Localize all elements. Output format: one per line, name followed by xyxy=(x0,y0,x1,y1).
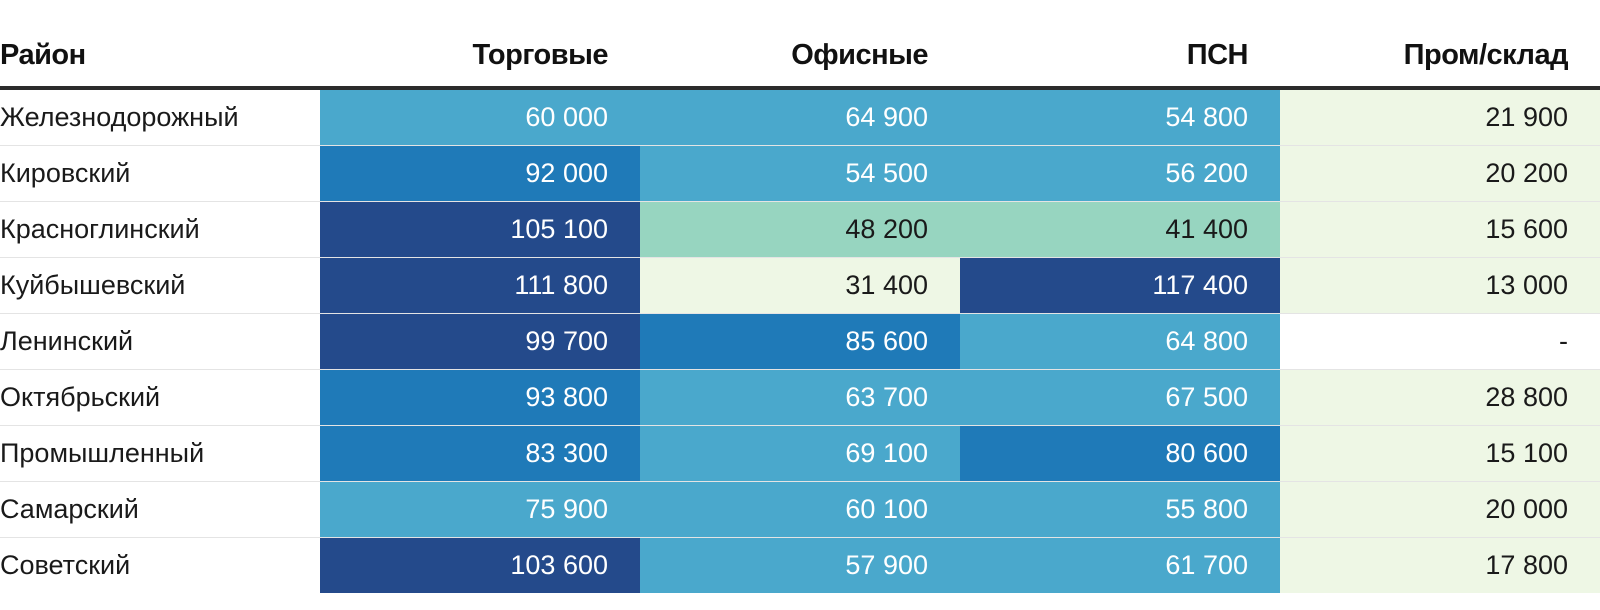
table-row: Куйбышевский 111 800 31 400 117 400 13 0… xyxy=(0,257,1600,314)
table-row: Октябрьский 93 800 63 700 67 500 28 800 xyxy=(0,369,1600,426)
district-name: Кировский xyxy=(0,145,320,202)
table-row: Ленинский 99 700 85 600 64 800 - xyxy=(0,313,1600,370)
table-row: Кировский 92 000 54 500 56 200 20 200 xyxy=(0,145,1600,202)
header-psn: ПСН xyxy=(960,24,1280,90)
table-row: Железнодорожный 60 000 64 900 54 800 21 … xyxy=(0,88,1600,146)
heatmap-cell: 57 900 xyxy=(640,537,960,593)
heatmap-cell: 111 800 xyxy=(320,257,640,314)
district-name: Промышленный xyxy=(0,425,320,482)
heatmap-cell: 93 800 xyxy=(320,369,640,426)
heatmap-cell: 92 000 xyxy=(320,145,640,202)
table-row: Самарский 75 900 60 100 55 800 20 000 xyxy=(0,481,1600,538)
heatmap-cell: 105 100 xyxy=(320,201,640,258)
heatmap-cell: 15 600 xyxy=(1280,201,1600,258)
heatmap-cell: 15 100 xyxy=(1280,425,1600,482)
district-name: Октябрьский xyxy=(0,369,320,426)
heatmap-cell: 75 900 xyxy=(320,481,640,538)
district-name: Железнодорожный xyxy=(0,88,320,146)
heatmap-cell: 48 200 xyxy=(640,201,960,258)
heatmap-cell: 60 000 xyxy=(320,88,640,146)
district-name: Советский xyxy=(0,537,320,593)
heatmap-cell: 64 800 xyxy=(960,313,1280,370)
heatmap-cell: 69 100 xyxy=(640,425,960,482)
heatmap-cell: 60 100 xyxy=(640,481,960,538)
header-retail: Торговые xyxy=(320,24,640,90)
heatmap-cell: 83 300 xyxy=(320,425,640,482)
heatmap-cell: 31 400 xyxy=(640,257,960,314)
heatmap-cell: 41 400 xyxy=(960,201,1280,258)
heatmap-cell: - xyxy=(1280,313,1600,370)
heatmap-cell: 20 200 xyxy=(1280,145,1600,202)
heatmap-cell: 17 800 xyxy=(1280,537,1600,593)
heatmap-table: Район Торговые Офисные ПСН Пром/склад Же… xyxy=(0,24,1600,593)
heatmap-cell: 54 500 xyxy=(640,145,960,202)
table-row: Советский 103 600 57 900 61 700 17 800 xyxy=(0,537,1600,593)
heatmap-cell: 63 700 xyxy=(640,369,960,426)
header-industrial-warehouse: Пром/склад xyxy=(1280,24,1600,90)
header-office: Офисные xyxy=(640,24,960,90)
heatmap-cell: 54 800 xyxy=(960,88,1280,146)
header-district: Район xyxy=(0,24,320,90)
heatmap-cell: 20 000 xyxy=(1280,481,1600,538)
heatmap-cell: 56 200 xyxy=(960,145,1280,202)
heatmap-cell: 85 600 xyxy=(640,313,960,370)
table-row: Красноглинский 105 100 48 200 41 400 15 … xyxy=(0,201,1600,258)
heatmap-cell: 28 800 xyxy=(1280,369,1600,426)
district-name: Красноглинский xyxy=(0,201,320,258)
heatmap-cell: 61 700 xyxy=(960,537,1280,593)
district-name: Ленинский xyxy=(0,313,320,370)
header-row: Район Торговые Офисные ПСН Пром/склад xyxy=(0,24,1600,90)
heatmap-cell: 80 600 xyxy=(960,425,1280,482)
district-name: Куйбышевский xyxy=(0,257,320,314)
heatmap-cell: 21 900 xyxy=(1280,88,1600,146)
heatmap-cell: 117 400 xyxy=(960,257,1280,314)
heatmap-cell: 103 600 xyxy=(320,537,640,593)
heatmap-cell: 13 000 xyxy=(1280,257,1600,314)
district-name: Самарский xyxy=(0,481,320,538)
heatmap-cell: 99 700 xyxy=(320,313,640,370)
table-row: Промышленный 83 300 69 100 80 600 15 100 xyxy=(0,425,1600,482)
heatmap-cell: 67 500 xyxy=(960,369,1280,426)
heatmap-cell: 64 900 xyxy=(640,88,960,146)
heatmap-cell: 55 800 xyxy=(960,481,1280,538)
